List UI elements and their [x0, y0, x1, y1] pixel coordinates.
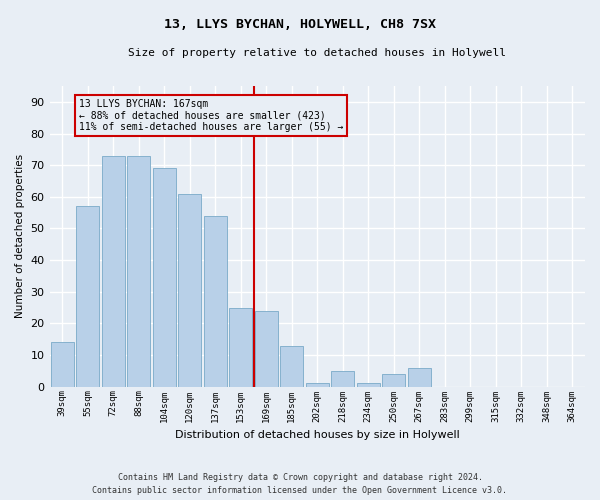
Bar	[229, 308, 252, 386]
Text: Contains HM Land Registry data © Crown copyright and database right 2024.
Contai: Contains HM Land Registry data © Crown c…	[92, 474, 508, 495]
Bar	[153, 168, 176, 386]
Bar	[127, 156, 150, 386]
X-axis label: Distribution of detached houses by size in Holywell: Distribution of detached houses by size …	[175, 430, 460, 440]
Bar	[204, 216, 227, 386]
Bar	[306, 384, 329, 386]
Bar	[280, 346, 303, 387]
Bar	[255, 310, 278, 386]
Text: 13, LLYS BYCHAN, HOLYWELL, CH8 7SX: 13, LLYS BYCHAN, HOLYWELL, CH8 7SX	[164, 18, 436, 30]
Bar	[382, 374, 405, 386]
Y-axis label: Number of detached properties: Number of detached properties	[15, 154, 25, 318]
Text: 13 LLYS BYCHAN: 167sqm
← 88% of detached houses are smaller (423)
11% of semi-de: 13 LLYS BYCHAN: 167sqm ← 88% of detached…	[79, 98, 343, 132]
Bar	[178, 194, 201, 386]
Bar	[408, 368, 431, 386]
Bar	[331, 371, 354, 386]
Bar	[51, 342, 74, 386]
Title: Size of property relative to detached houses in Holywell: Size of property relative to detached ho…	[128, 48, 506, 58]
Bar	[76, 206, 99, 386]
Bar	[357, 384, 380, 386]
Bar	[102, 156, 125, 386]
